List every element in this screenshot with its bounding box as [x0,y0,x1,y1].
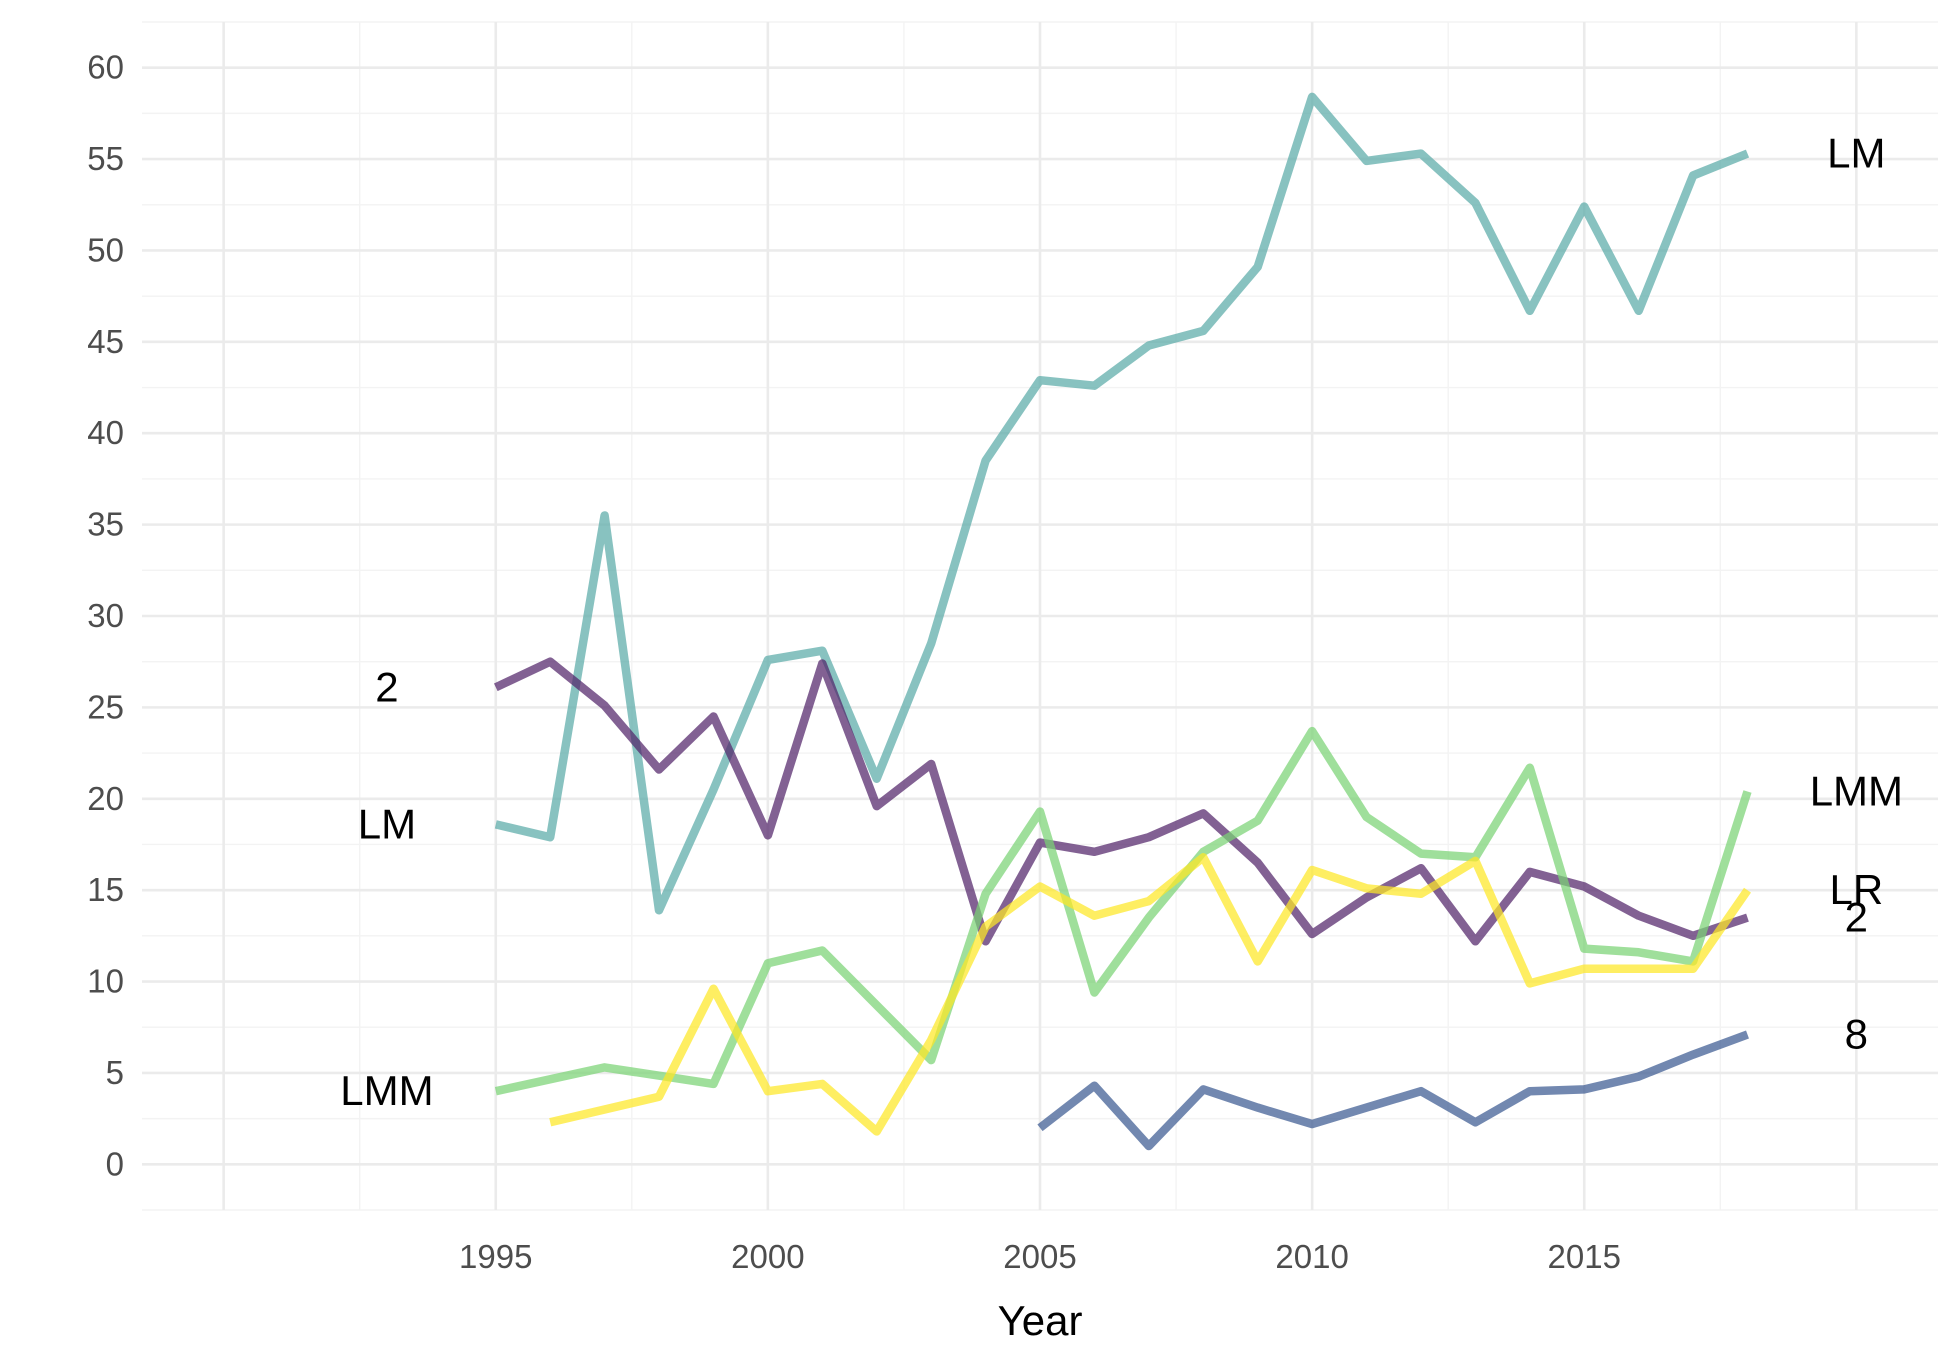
series-start-label: LMM [340,1067,433,1114]
y-tick-label: 55 [87,140,124,177]
y-tick-label: 35 [87,506,124,543]
series-end-labels: LM LM 2 2 LMM LMM LR 8 [340,130,1903,1115]
x-tick-label: 2015 [1548,1238,1621,1275]
y-tick-label: 60 [87,49,124,86]
series-end-label: 2 [1845,894,1868,941]
x-tick-label: 2000 [731,1238,804,1275]
x-tick-label: 1995 [459,1238,532,1275]
series-line [494,92,1750,915]
x-tick-label: 2010 [1275,1238,1348,1275]
y-tick-label: 30 [87,597,124,634]
series-start-label: LM [358,800,416,847]
series-end-label: 8 [1845,1011,1868,1058]
series-end-label: LMM [1810,767,1903,814]
y-tick-label: 20 [87,780,124,817]
series-line [1037,1030,1749,1151]
y-tick-label: 0 [106,1145,124,1182]
x-axis-tick-labels: 1995 2000 2005 2010 2015 [459,1238,1621,1275]
series-end-label: LR [1830,866,1884,913]
series-line [549,853,1751,1136]
y-tick-label: 5 [106,1054,124,1091]
y-tick-label: 10 [87,963,124,1000]
y-tick-label: 40 [87,414,124,451]
y-tick-label: 25 [87,688,124,725]
x-tick-label: 2005 [1003,1238,1076,1275]
y-axis-tick-labels: 0 5 10 15 20 25 30 35 40 45 50 55 60 [87,49,124,1183]
series-end-label: LM [1827,130,1885,177]
y-tick-label: 15 [87,871,124,908]
y-tick-label: 50 [87,231,124,268]
series-lines [493,92,1752,1151]
series-line [494,726,1752,1096]
major-gridlines [142,22,1938,1210]
series-start-label: 2 [375,663,398,710]
series-line [493,657,1749,946]
y-tick-label: 45 [87,323,124,360]
x-axis-title: Year [998,1297,1083,1344]
